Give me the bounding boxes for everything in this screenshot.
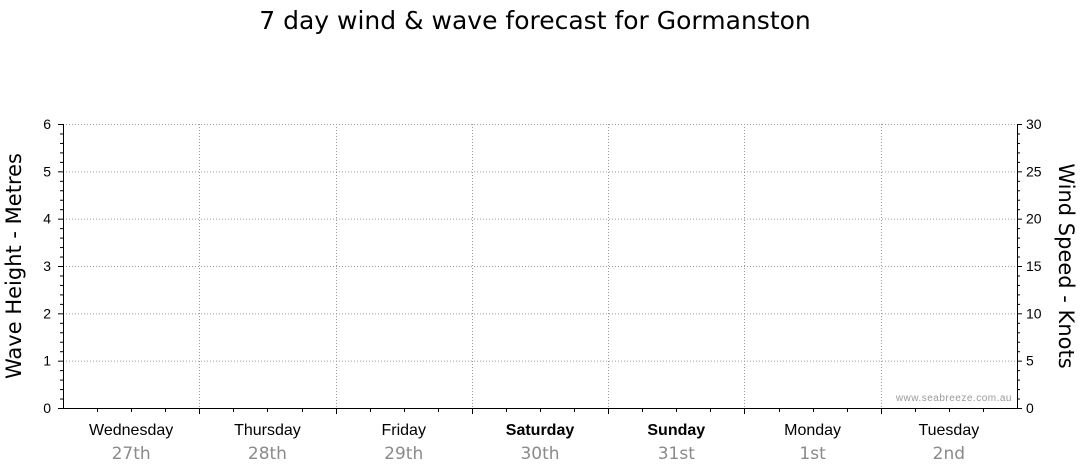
day-name-label: Thursday xyxy=(234,422,301,439)
day-date-label: 28th xyxy=(248,444,287,464)
watermark-text: www.seabreeze.com.au xyxy=(895,393,1012,404)
day-date-label: 30th xyxy=(520,444,559,464)
right-tick-label: 10 xyxy=(1026,305,1042,321)
day-labels: Wednesday 27th Thursday 28th Friday 29th Satur… xyxy=(89,422,979,464)
chart-title: 7 day wind & wave forecast for Gormansto… xyxy=(259,6,811,35)
right-tick-label: 15 xyxy=(1026,258,1042,274)
left-axis-title: Wave Height - Metres xyxy=(2,153,26,379)
day-date-label: 1st xyxy=(799,444,826,464)
day-name-label: Tuesday xyxy=(918,422,979,439)
left-axis-ticks: 0 1 2 3 4 5 6 xyxy=(43,116,63,416)
right-tick-label: 5 xyxy=(1026,353,1034,369)
day-name-label: Wednesday xyxy=(89,422,173,439)
day-date-label: 27th xyxy=(112,444,151,464)
day-date-label: 2nd xyxy=(933,444,965,464)
right-tick-label: 0 xyxy=(1026,400,1034,416)
day-date-label: 29th xyxy=(384,444,423,464)
right-axis-title: Wind Speed - Knots xyxy=(1054,163,1078,368)
right-tick-label: 30 xyxy=(1026,116,1042,132)
axes xyxy=(63,124,1018,414)
left-tick-label: 3 xyxy=(43,258,51,274)
left-tick-label: 0 xyxy=(43,400,51,416)
left-tick-label: 6 xyxy=(43,116,51,132)
day-name-label: Friday xyxy=(381,422,425,439)
left-tick-label: 5 xyxy=(43,163,51,179)
right-tick-label: 20 xyxy=(1026,211,1042,227)
day-name-label: Sunday xyxy=(647,422,705,439)
grid-lines xyxy=(63,124,1017,408)
day-name-label: Saturday xyxy=(506,422,575,439)
left-tick-label: 1 xyxy=(43,353,51,369)
left-tick-label: 4 xyxy=(43,211,51,227)
right-tick-label: 25 xyxy=(1026,163,1042,179)
right-axis-ticks: 0 5 10 15 20 25 30 xyxy=(1017,116,1042,416)
left-tick-label: 2 xyxy=(43,305,51,321)
day-date-label: 31st xyxy=(658,444,695,464)
day-name-label: Monday xyxy=(784,422,841,439)
